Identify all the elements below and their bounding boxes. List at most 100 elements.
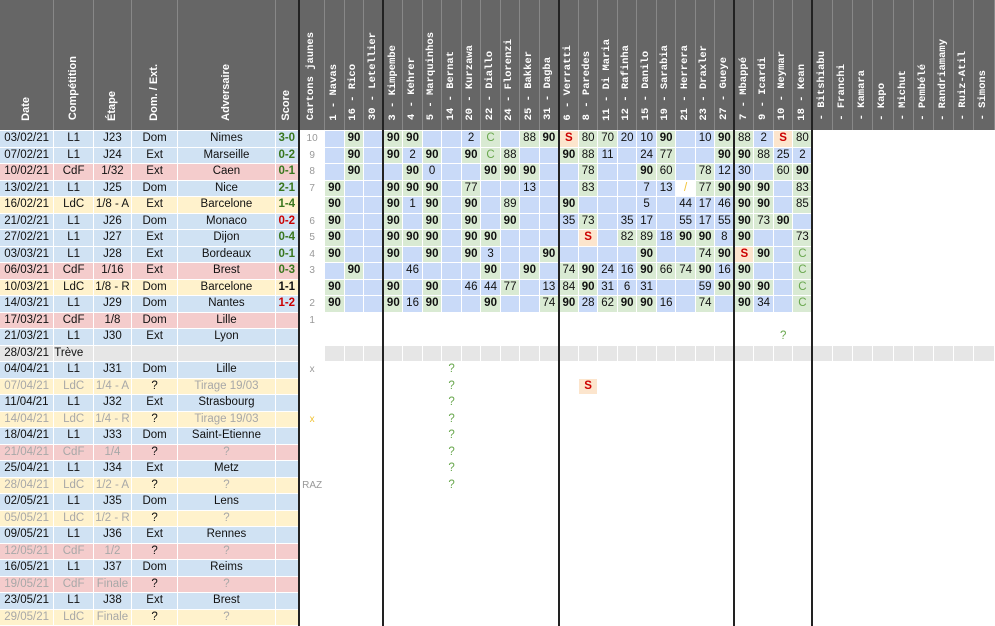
date-cell[interactable]: 03/03/21 [0, 246, 55, 263]
player-minutes-cell[interactable] [656, 328, 677, 346]
player-minutes-cell[interactable] [714, 444, 736, 461]
player-minutes-cell[interactable] [832, 378, 854, 395]
player-minutes-cell[interactable] [422, 262, 443, 280]
player-minutes-cell[interactable]: 90 [734, 196, 755, 214]
player-minutes-cell[interactable] [578, 460, 599, 478]
date-cell[interactable]: 21/03/21 [0, 328, 55, 346]
player-minutes-cell[interactable]: 90 [402, 229, 423, 247]
player-minutes-cell[interactable] [734, 477, 755, 494]
player-minutes-cell[interactable] [675, 493, 696, 511]
player-minutes-cell[interactable] [383, 328, 404, 346]
player-minutes-cell[interactable]: 90 [714, 130, 736, 148]
player-minutes-cell[interactable] [363, 526, 385, 544]
player-minutes-cell[interactable] [933, 493, 955, 511]
player-minutes-cell[interactable] [933, 394, 955, 412]
player-minutes-cell[interactable] [656, 576, 677, 593]
opponent-cell[interactable]: ? [177, 477, 276, 494]
player-minutes-cell[interactable] [383, 378, 404, 395]
player-minutes-cell[interactable] [500, 378, 521, 395]
player-minutes-cell[interactable] [893, 378, 914, 395]
player-minutes-cell[interactable] [675, 576, 696, 593]
player-minutes-cell[interactable] [953, 180, 975, 197]
player-minutes-cell[interactable] [441, 609, 462, 626]
player-minutes-cell[interactable] [792, 213, 814, 230]
player-minutes-cell[interactable]: 74 [695, 246, 716, 263]
player-minutes-cell[interactable] [344, 477, 365, 494]
yellow-cards-cell[interactable] [298, 328, 326, 346]
match-row[interactable]: 11/04/21 L1 J32 Ext Strasbourg? [0, 394, 995, 412]
player-minutes-cell[interactable] [872, 328, 894, 346]
player-minutes-cell[interactable] [539, 493, 560, 511]
stage-cell[interactable]: J32 [93, 394, 132, 412]
player-minutes-cell[interactable] [597, 559, 618, 577]
player-minutes-cell[interactable] [578, 361, 599, 379]
player-minutes-cell[interactable] [933, 163, 955, 181]
stage-cell[interactable]: 1/16 [93, 262, 132, 280]
player-minutes-cell[interactable] [872, 576, 894, 593]
player-minutes-cell[interactable] [344, 460, 365, 478]
player-minutes-cell[interactable] [656, 543, 677, 560]
player-minutes-cell[interactable] [852, 576, 874, 593]
player-minutes-cell[interactable] [832, 609, 854, 626]
player-minutes-cell[interactable] [773, 229, 794, 247]
player-minutes-cell[interactable] [539, 147, 560, 164]
col-header-player[interactable]: 19 - Sarabia [656, 0, 677, 131]
player-minutes-cell[interactable] [383, 493, 404, 511]
player-minutes-cell[interactable] [597, 592, 618, 610]
player-minutes-cell[interactable] [539, 526, 560, 544]
player-minutes-cell[interactable]: 90 [636, 163, 657, 181]
col-header-player[interactable]: 6 - Verratti [558, 0, 579, 131]
col-header-player[interactable]: - Kamara [852, 0, 874, 131]
player-minutes-cell[interactable] [519, 526, 540, 544]
player-minutes-cell[interactable] [363, 592, 385, 610]
player-minutes-cell[interactable] [422, 444, 443, 461]
player-minutes-cell[interactable] [636, 345, 657, 362]
player-minutes-cell[interactable] [597, 510, 618, 527]
player-minutes-cell[interactable] [734, 345, 755, 362]
player-minutes-cell[interactable] [852, 345, 874, 362]
player-minutes-cell[interactable]: 88 [500, 147, 521, 164]
opponent-cell[interactable]: Barcelone [177, 196, 276, 214]
player-minutes-cell[interactable] [695, 592, 716, 610]
player-minutes-cell[interactable] [773, 394, 794, 412]
player-minutes-cell[interactable] [852, 279, 874, 296]
competition-cell[interactable]: Trève [53, 345, 94, 362]
col-header-player[interactable]: 24 - Florenzi [500, 0, 521, 131]
homeaway-cell[interactable]: Dom [131, 279, 179, 296]
player-minutes-cell[interactable] [953, 262, 975, 280]
player-minutes-cell[interactable]: 77 [656, 147, 677, 164]
player-minutes-cell[interactable] [933, 312, 955, 329]
col-header-player[interactable]: - Randriamamy [933, 0, 955, 131]
yellow-cards-cell[interactable] [298, 510, 326, 527]
player-minutes-cell[interactable] [953, 246, 975, 263]
player-minutes-cell[interactable] [441, 493, 462, 511]
player-minutes-cell[interactable] [872, 378, 894, 395]
player-minutes-cell[interactable] [913, 229, 935, 247]
score-cell[interactable] [275, 328, 300, 346]
player-minutes-cell[interactable] [695, 378, 716, 395]
player-minutes-cell[interactable] [832, 526, 854, 544]
player-minutes-cell[interactable] [597, 576, 618, 593]
player-minutes-cell[interactable] [913, 262, 935, 280]
player-minutes-cell[interactable] [344, 411, 365, 428]
match-row[interactable]: 21/02/21 L1 J26 Dom Monaco 0-2 6 90 90 90 90 90 35 73… [0, 213, 995, 230]
player-minutes-cell[interactable] [597, 609, 618, 626]
player-minutes-cell[interactable] [714, 543, 736, 560]
yellow-cards-cell[interactable]: 8 [298, 163, 326, 181]
player-minutes-cell[interactable] [913, 378, 935, 395]
player-minutes-cell[interactable] [383, 592, 404, 610]
col-header-homeaway[interactable]: Dom. / Ext. [131, 0, 179, 131]
col-header-player[interactable]: 9 - Icardi [753, 0, 774, 131]
player-minutes-cell[interactable] [852, 295, 874, 313]
player-minutes-cell[interactable] [973, 361, 995, 379]
player-minutes-cell[interactable] [558, 378, 579, 395]
player-minutes-cell[interactable]: 44 [480, 279, 501, 296]
score-cell[interactable] [275, 609, 300, 626]
player-minutes-cell[interactable] [753, 361, 774, 379]
player-minutes-cell[interactable] [558, 477, 579, 494]
player-minutes-cell[interactable] [872, 361, 894, 379]
player-minutes-cell[interactable] [953, 543, 975, 560]
player-minutes-cell[interactable] [852, 493, 874, 511]
homeaway-cell[interactable]: Dom [131, 295, 179, 313]
player-minutes-cell[interactable]: 55 [675, 213, 696, 230]
